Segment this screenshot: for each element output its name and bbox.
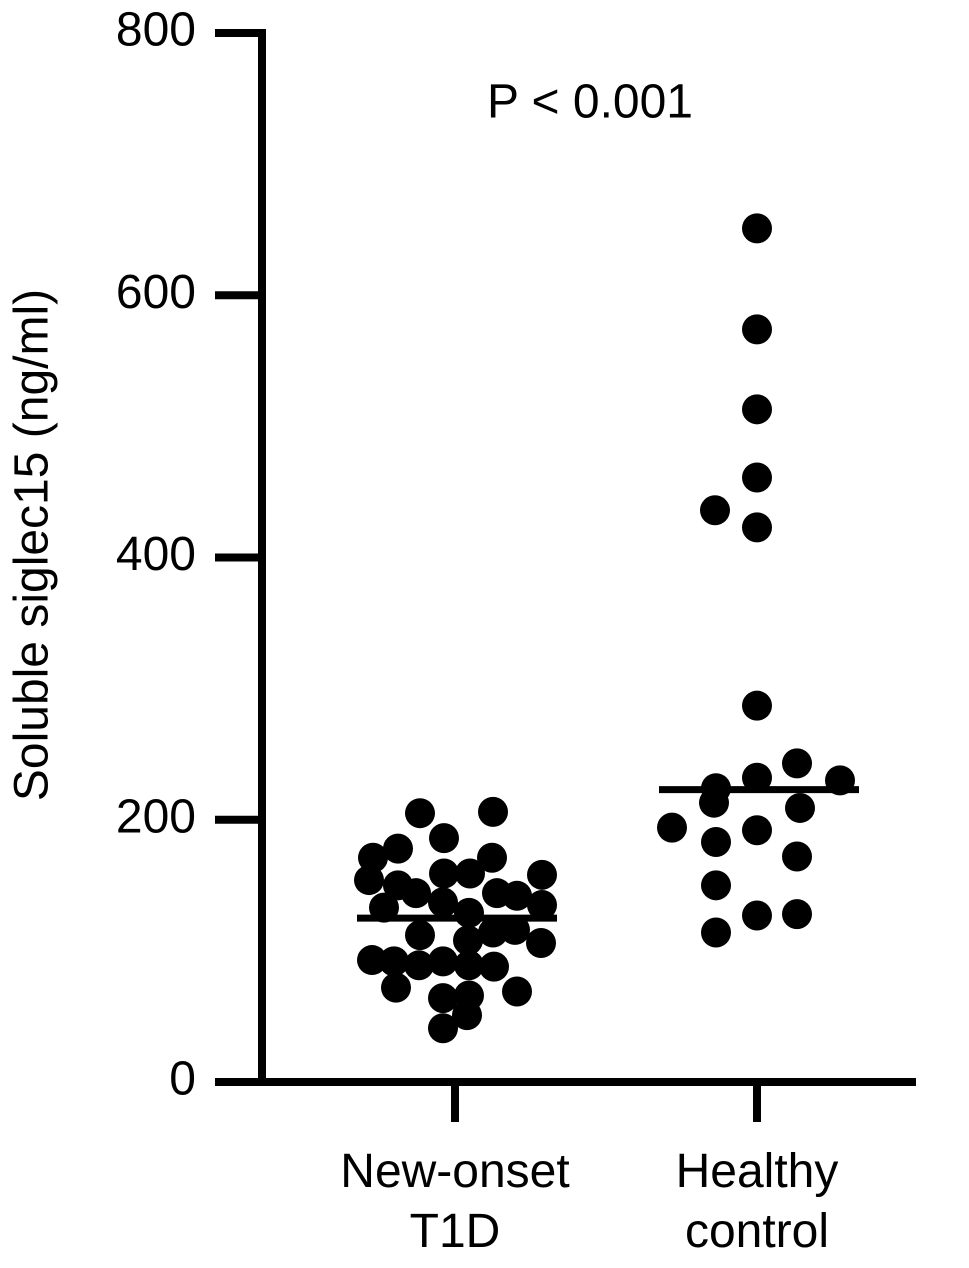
dot xyxy=(401,878,431,909)
dot xyxy=(358,842,388,873)
dot xyxy=(742,394,772,425)
dot xyxy=(429,858,459,889)
dot xyxy=(379,946,409,977)
dot xyxy=(527,889,557,920)
dot xyxy=(502,880,532,911)
y-tick-label: 400 xyxy=(116,528,196,581)
dot xyxy=(454,897,484,928)
dot xyxy=(383,833,413,864)
dot xyxy=(478,796,508,827)
dot xyxy=(785,792,815,823)
dot xyxy=(527,859,557,890)
dot xyxy=(429,823,459,854)
y-tick-label: 600 xyxy=(116,266,196,319)
dot xyxy=(405,798,435,829)
annotation: P < 0.001 xyxy=(487,76,693,129)
dot xyxy=(452,1000,482,1031)
dot xyxy=(742,815,772,846)
dot xyxy=(742,690,772,721)
dot xyxy=(354,865,384,896)
x-tick-label: Healthy control xyxy=(675,1145,839,1258)
dot xyxy=(742,512,772,543)
dot xyxy=(479,951,509,982)
dot xyxy=(428,887,458,918)
dot xyxy=(701,827,731,858)
dot xyxy=(405,920,435,951)
dot xyxy=(700,495,730,526)
dot xyxy=(526,928,556,959)
dot xyxy=(453,925,483,956)
dot xyxy=(742,762,772,793)
dot xyxy=(742,900,772,931)
dot xyxy=(478,917,508,948)
dot xyxy=(701,917,731,948)
dot xyxy=(454,950,484,981)
dot xyxy=(500,914,530,945)
y-tick-label: 800 xyxy=(116,4,196,57)
dot xyxy=(699,787,729,818)
dot xyxy=(357,945,387,976)
dot xyxy=(477,842,507,873)
dot xyxy=(701,870,731,901)
dot xyxy=(428,983,458,1014)
dot xyxy=(742,462,772,493)
dot xyxy=(742,213,772,244)
x-tick-label: New-onset T1D xyxy=(340,1145,570,1258)
dot xyxy=(428,1013,458,1044)
dot xyxy=(782,841,812,872)
dot xyxy=(455,858,485,889)
y-axis-label: Soluble siglec15 (ng/ml) xyxy=(6,289,59,801)
dot xyxy=(381,972,411,1003)
dot xyxy=(502,976,532,1007)
dot xyxy=(657,812,687,843)
dot xyxy=(428,946,458,977)
y-tick-label: 0 xyxy=(169,1053,196,1106)
dot xyxy=(782,748,812,779)
dot xyxy=(404,950,434,981)
y-tick-label: 200 xyxy=(116,790,196,843)
dot xyxy=(782,899,812,930)
dot xyxy=(742,314,772,345)
